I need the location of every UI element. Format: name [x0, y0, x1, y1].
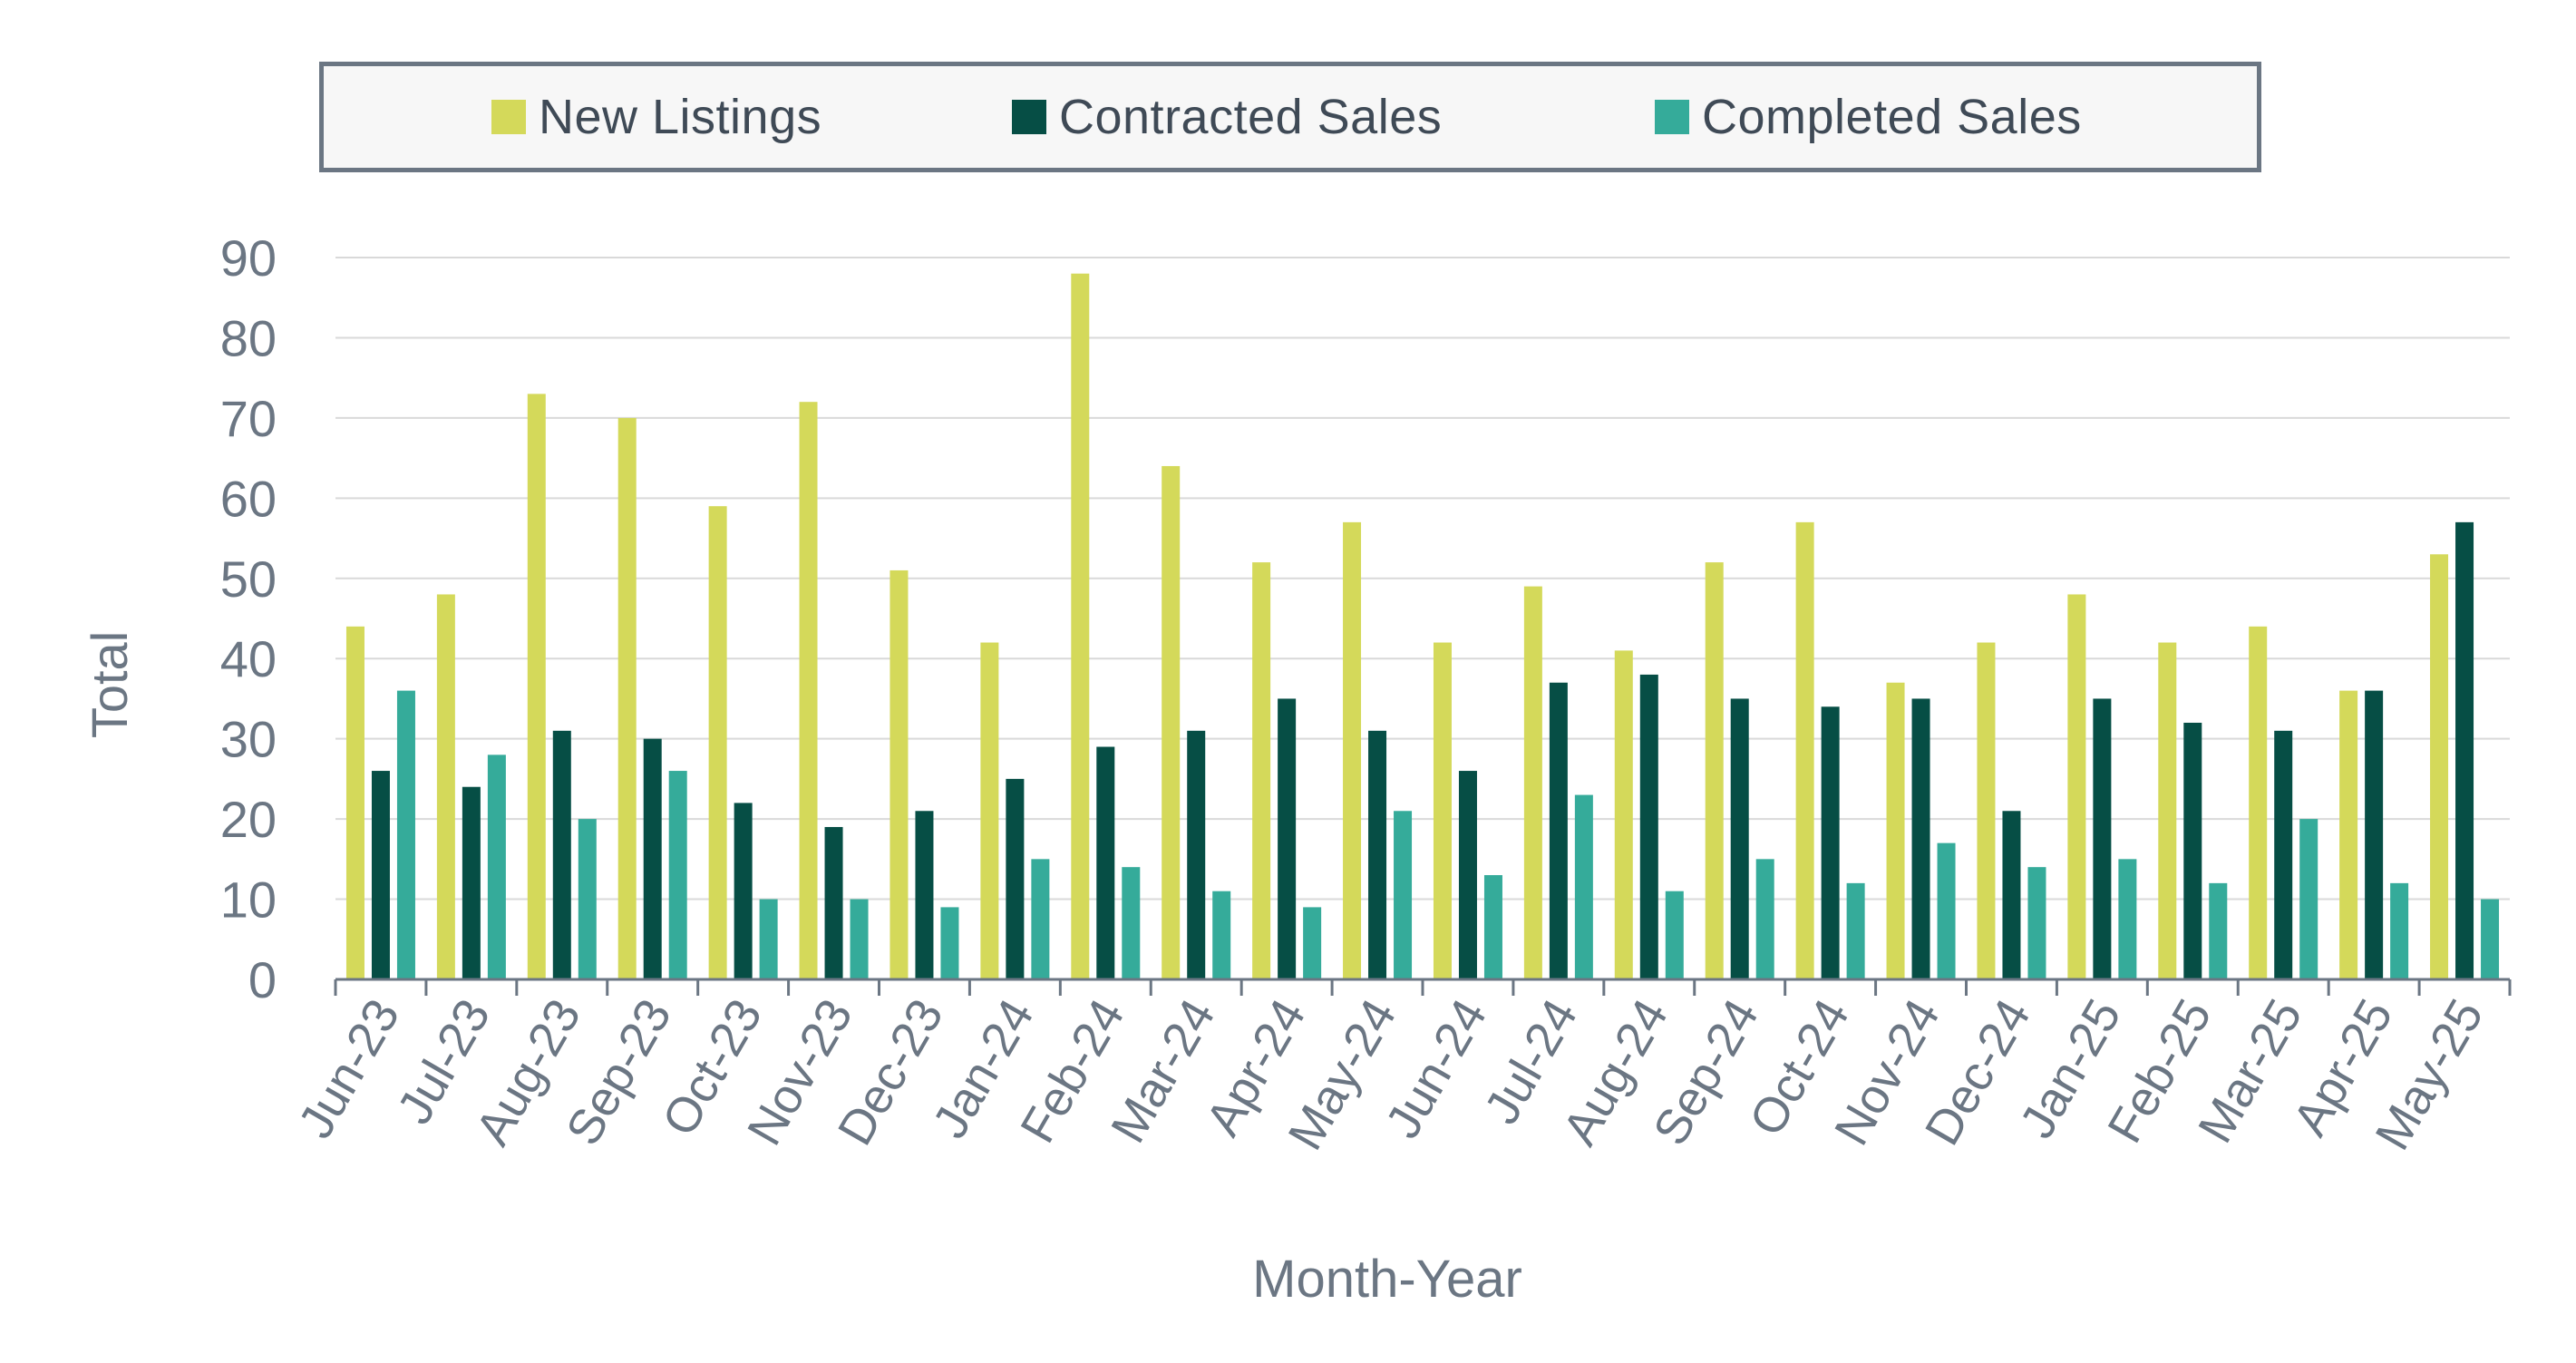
bar-new-listings — [2067, 594, 2086, 979]
bar-new-listings — [1705, 562, 1724, 979]
bar-new-listings — [436, 594, 455, 979]
bar-new-listings — [1523, 586, 1542, 979]
bar-contracted-sales — [1730, 698, 1749, 979]
bar-contracted-sales — [824, 826, 843, 979]
legend-swatch-contracted-sales — [1012, 100, 1046, 134]
bar-contracted-sales — [2365, 690, 2384, 979]
bar-contracted-sales — [2002, 811, 2021, 979]
legend-swatch-completed-sales — [1655, 100, 1689, 134]
bar-completed-sales — [578, 819, 597, 979]
bar-new-listings — [617, 417, 637, 979]
bar-new-listings — [1162, 465, 1181, 979]
bar-completed-sales — [1031, 859, 1050, 979]
legend-label-completed-sales: Completed Sales — [1702, 90, 2082, 144]
bar-completed-sales — [2027, 867, 2046, 979]
y-tick-label: 30 — [220, 711, 277, 768]
bar-contracted-sales — [734, 803, 753, 979]
bar-new-listings — [889, 570, 909, 979]
bar-completed-sales — [2481, 899, 2500, 979]
bar-completed-sales — [1394, 811, 1413, 979]
y-axis-title: Total — [81, 631, 138, 738]
bar-completed-sales — [1755, 859, 1774, 979]
bar-contracted-sales — [1096, 746, 1115, 979]
bar-contracted-sales — [1821, 706, 1840, 979]
gridlines — [335, 257, 2510, 901]
bar-contracted-sales — [1458, 771, 1477, 979]
bar-new-listings — [1977, 642, 1996, 979]
bar-new-listings — [799, 402, 818, 979]
bar-new-listings — [1886, 682, 1905, 979]
bar-contracted-sales — [1549, 682, 1568, 979]
bar-new-listings — [1343, 521, 1362, 979]
bar-contracted-sales — [1278, 698, 1297, 979]
bar-contracted-sales — [2093, 698, 2112, 979]
bar-new-listings — [1795, 521, 1814, 979]
legend-item-contracted-sales: Contracted Sales — [1012, 66, 1442, 168]
bar-new-listings — [527, 394, 546, 979]
bar-new-listings — [1433, 642, 1452, 979]
bar-completed-sales — [1665, 891, 1684, 979]
bar-completed-sales — [850, 899, 869, 979]
bar-completed-sales — [940, 907, 959, 979]
y-tick-label: 90 — [220, 229, 277, 287]
bar-contracted-sales — [2183, 722, 2202, 979]
y-tick-label: 60 — [220, 470, 277, 527]
bar-contracted-sales — [552, 730, 571, 979]
x-tick-label: Jun-23 — [288, 990, 411, 1147]
bar-contracted-sales — [1368, 730, 1387, 979]
bar-completed-sales — [1846, 882, 1865, 979]
bar-new-listings — [708, 506, 727, 979]
bar-new-listings — [980, 642, 999, 979]
y-tick-label: 70 — [220, 390, 277, 447]
bar-new-listings — [2339, 690, 2358, 979]
bar-completed-sales — [1212, 891, 1231, 979]
bar-contracted-sales — [2274, 730, 2293, 979]
legend-item-completed-sales: Completed Sales — [1655, 66, 2082, 168]
y-tick-label: 40 — [220, 630, 277, 687]
y-tick-label: 0 — [248, 951, 277, 1008]
legend-label-new-listings: New Listings — [539, 90, 822, 144]
bar-completed-sales — [2118, 859, 2137, 979]
bar-contracted-sales — [1187, 730, 1206, 979]
bar-contracted-sales — [1639, 674, 1658, 979]
bar-contracted-sales — [915, 811, 934, 979]
bar-new-listings — [2249, 626, 2268, 979]
y-tick-label: 20 — [220, 791, 277, 848]
bar-completed-sales — [2390, 882, 2409, 979]
bar-completed-sales — [1303, 907, 1322, 979]
bar-contracted-sales — [462, 786, 481, 979]
bar-new-listings — [1252, 562, 1271, 979]
bar-new-listings — [1614, 650, 1633, 979]
legend-swatch-new-listings — [491, 100, 526, 134]
bar-new-listings — [2158, 642, 2177, 979]
bar-contracted-sales — [643, 738, 662, 979]
bar-new-listings — [2430, 554, 2449, 979]
bars — [345, 273, 2500, 979]
bar-contracted-sales — [1911, 698, 1930, 979]
bar-contracted-sales — [2455, 521, 2474, 979]
x-axis-title: Month-Year — [1252, 1250, 1522, 1309]
bar-completed-sales — [2209, 882, 2228, 979]
legend-label-contracted-sales: Contracted Sales — [1059, 90, 1443, 144]
bar-completed-sales — [1574, 794, 1593, 979]
legend: New Listings Contracted Sales Completed … — [319, 62, 2261, 172]
bar-completed-sales — [487, 755, 506, 979]
y-tick-label: 50 — [220, 550, 277, 608]
bar-new-listings — [345, 626, 365, 979]
bar-completed-sales — [2299, 819, 2318, 979]
bar-completed-sales — [396, 690, 415, 979]
bar-completed-sales — [1483, 875, 1502, 979]
bar-contracted-sales — [371, 771, 390, 979]
bar-completed-sales — [668, 771, 687, 979]
bar-completed-sales — [1122, 867, 1141, 979]
y-tick-label: 10 — [220, 871, 277, 929]
legend-item-new-listings: New Listings — [491, 66, 821, 168]
bar-completed-sales — [1937, 842, 1956, 979]
bar-contracted-sales — [1006, 778, 1025, 979]
bar-new-listings — [1071, 273, 1090, 979]
y-tick-label: 80 — [220, 309, 277, 366]
bar-completed-sales — [759, 899, 778, 979]
